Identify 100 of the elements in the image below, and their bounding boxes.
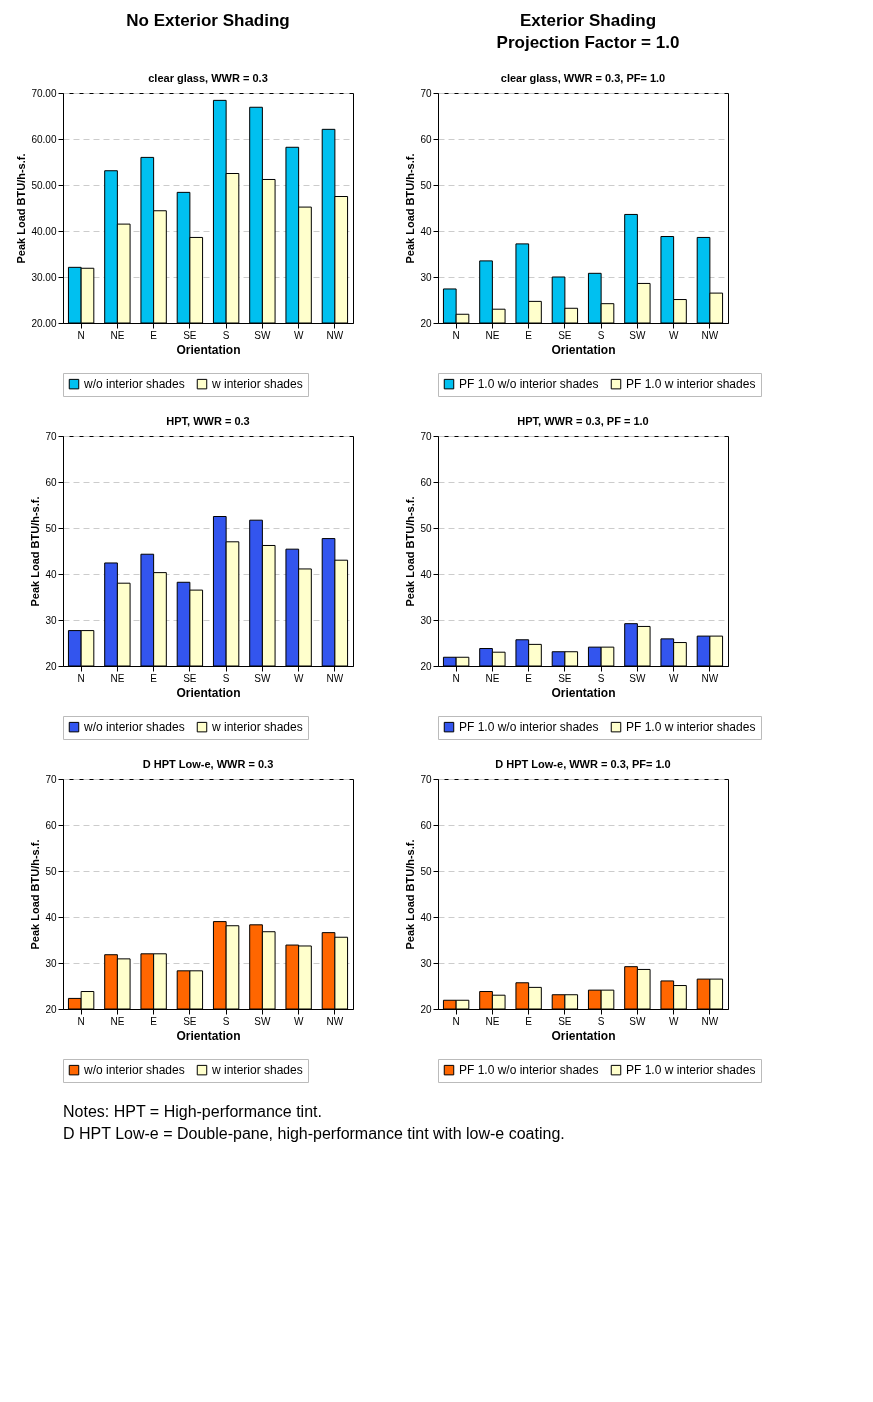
legend-label: w/o interior shades xyxy=(83,1063,185,1078)
y-tick-label: 30.00 xyxy=(31,271,57,283)
x-tick-label: E xyxy=(525,329,533,341)
x-tick-label: SW xyxy=(254,1015,271,1027)
legend-label: w/o interior shades xyxy=(83,720,185,735)
y-tick-label: 40 xyxy=(420,225,432,237)
x-tick-label: NE xyxy=(485,1015,500,1027)
x-tick-label: NW xyxy=(326,672,344,684)
y-axis-title: Peak Load BTU/h-s.f. xyxy=(29,496,42,607)
y-tick-label: 30 xyxy=(420,271,432,283)
y-tick-label: 50 xyxy=(420,865,432,877)
y-tick-label: 50 xyxy=(420,522,432,534)
x-tick-label: NE xyxy=(485,329,500,341)
y-tick-label: 50 xyxy=(420,179,432,191)
x-tick-label: SW xyxy=(629,1015,646,1027)
y-tick-label: 60 xyxy=(420,476,432,488)
x-tick-label: SE xyxy=(183,672,197,684)
y-tick-label: 20 xyxy=(420,1003,432,1015)
text: Exterior Shading xyxy=(519,11,657,30)
x-axis-title: Orientation xyxy=(176,685,241,700)
x-tick-label: SE xyxy=(183,1015,197,1027)
x-axis-title: Orientation xyxy=(551,342,616,357)
legend-label: PF 1.0 w interior shades xyxy=(626,720,756,735)
x-tick-label: NW xyxy=(701,1015,719,1027)
legend-label: PF 1.0 w interior shades xyxy=(626,1063,756,1078)
y-tick-label: 50 xyxy=(45,865,57,877)
x-tick-label: NW xyxy=(701,329,719,341)
chart-title: clear glass, WWR = 0.3, PF= 1.0 xyxy=(500,72,666,84)
x-tick-label: SW xyxy=(629,672,646,684)
x-tick-label: NE xyxy=(110,329,125,341)
y-tick-label: 70 xyxy=(420,773,432,785)
y-tick-label: 50.00 xyxy=(31,179,57,191)
x-tick-label: E xyxy=(525,672,533,684)
y-tick-label: 60 xyxy=(420,133,432,145)
legend-label: w interior shades xyxy=(211,1063,303,1078)
x-tick-label: S xyxy=(222,1015,230,1027)
y-tick-label: 70 xyxy=(420,87,432,99)
x-tick-label: N xyxy=(452,672,460,684)
x-tick-label: N xyxy=(77,1015,85,1027)
y-tick-label: 40.00 xyxy=(31,225,57,237)
y-tick-label: 30 xyxy=(45,614,57,626)
text: Projection Factor = 1.0 xyxy=(496,33,680,52)
y-tick-label: 30 xyxy=(45,957,57,969)
y-axis-title: Peak Load BTU/h-s.f. xyxy=(404,839,417,950)
legend-label: PF 1.0 w/o interior shades xyxy=(459,1063,599,1078)
x-tick-label: NW xyxy=(326,329,344,341)
chart-title: HPT, WWR = 0.3 xyxy=(166,415,250,427)
x-tick-label: S xyxy=(222,329,230,341)
x-tick-label: S xyxy=(597,1015,605,1027)
text: No Exterior Shading xyxy=(126,11,290,30)
x-tick-label: W xyxy=(293,1015,304,1027)
x-tick-label: NW xyxy=(701,672,719,684)
y-tick-label: 40 xyxy=(420,568,432,580)
y-axis-title: Peak Load BTU/h-s.f. xyxy=(15,153,28,264)
x-axis-title: Orientation xyxy=(176,1028,241,1043)
x-tick-label: S xyxy=(597,672,605,684)
chart-title: clear glass, WWR = 0.3 xyxy=(148,72,268,84)
x-tick-label: W xyxy=(668,1015,679,1027)
y-tick-label: 20 xyxy=(45,660,57,672)
chart-title: D HPT Low-e, WWR = 0.3, PF= 1.0 xyxy=(495,758,671,770)
x-tick-label: SW xyxy=(254,329,271,341)
y-tick-label: 20.00 xyxy=(31,317,57,329)
y-tick-label: 20 xyxy=(420,317,432,329)
y-axis-title: Peak Load BTU/h-s.f. xyxy=(404,153,417,264)
x-tick-label: E xyxy=(150,1015,158,1027)
y-tick-label: 70 xyxy=(45,430,57,442)
x-tick-label: SW xyxy=(254,672,271,684)
x-tick-label: NW xyxy=(326,1015,344,1027)
legend-label: PF 1.0 w interior shades xyxy=(626,377,756,392)
legend-label: w interior shades xyxy=(211,377,303,392)
y-tick-label: 60 xyxy=(45,476,57,488)
y-tick-label: 60.00 xyxy=(31,133,57,145)
x-tick-label: NE xyxy=(110,672,125,684)
y-tick-label: 40 xyxy=(45,911,57,923)
x-tick-label: N xyxy=(452,1015,460,1027)
x-tick-label: E xyxy=(150,672,158,684)
x-tick-label: W xyxy=(668,329,679,341)
y-axis-title: Peak Load BTU/h-s.f. xyxy=(29,839,42,950)
y-tick-label: 50 xyxy=(45,522,57,534)
x-tick-label: SE xyxy=(558,329,572,341)
y-tick-label: 70 xyxy=(420,430,432,442)
y-tick-label: 30 xyxy=(420,614,432,626)
y-axis-title: Peak Load BTU/h-s.f. xyxy=(404,496,417,607)
chart-title: HPT, WWR = 0.3, PF = 1.0 xyxy=(517,415,649,427)
y-tick-label: 40 xyxy=(420,911,432,923)
x-tick-label: N xyxy=(77,672,85,684)
y-tick-label: 20 xyxy=(45,1003,57,1015)
y-tick-label: 70 xyxy=(45,773,57,785)
y-tick-label: 30 xyxy=(420,957,432,969)
x-tick-label: S xyxy=(222,672,230,684)
x-tick-label: W xyxy=(668,672,679,684)
x-tick-label: W xyxy=(293,329,304,341)
x-tick-label: NE xyxy=(110,1015,125,1027)
y-tick-label: 70.00 xyxy=(31,87,57,99)
y-tick-label: 20 xyxy=(420,660,432,672)
x-tick-label: E xyxy=(150,329,158,341)
y-tick-label: 60 xyxy=(45,819,57,831)
text: D HPT Low-e = Double-pane, high-performance tint with low-e coating. xyxy=(63,1125,565,1142)
text: Notes: HPT = High-performance tint. xyxy=(63,1103,322,1120)
legend-label: w/o interior shades xyxy=(83,377,185,392)
